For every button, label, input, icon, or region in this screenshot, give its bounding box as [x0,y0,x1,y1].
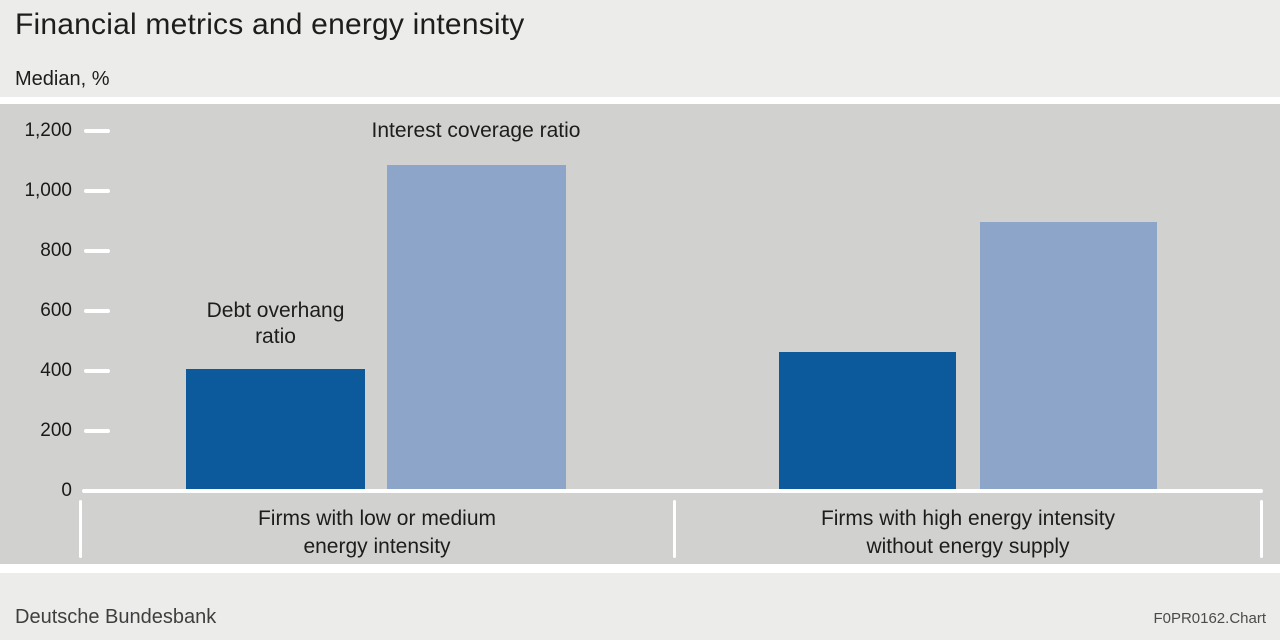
y-axis-tick-mark-1000 [84,189,110,193]
y-axis-tick-mark-600 [84,309,110,313]
category-label-high-energy: Firms with high energy intensity without… [718,505,1218,561]
bar-debt-overhang-ratio-group2 [779,352,956,489]
category-separator-middle [673,500,676,558]
chart-id-label: F0PR0162.Chart [1153,610,1266,627]
y-axis-tick-label-400: 400 [40,360,72,381]
y-axis-tick-label-1000: 1,000 [24,180,72,201]
y-axis-tick-label-800: 800 [40,240,72,261]
category-label-line: Firms with high energy intensity [820,507,1116,530]
series-label-debt-overhang-ratio: Debt overhang ratio [206,299,345,348]
plot-area: Interest coverage ratio Debt overhang ra… [0,104,1280,564]
series-label-interest-coverage-ratio: Interest coverage ratio [371,119,581,142]
category-separator-right [1260,500,1263,558]
y-axis-tick-label-600: 600 [40,300,72,321]
x-axis-baseline [82,489,1263,493]
category-separator-left [79,500,82,558]
source-label: Deutsche Bundesbank [15,606,217,628]
category-label-line: energy intensity [303,535,451,558]
y-axis-tick-label-1200: 1,200 [24,120,72,141]
category-label-line: Firms with low or medium [257,507,497,530]
y-axis-tick-label-200: 200 [40,420,72,441]
bar-interest-coverage-ratio-group1 [387,165,566,489]
chart-title: Financial metrics and energy intensity [15,8,525,41]
bar-interest-coverage-ratio-group2 [980,222,1157,489]
y-axis-tick-label-0: 0 [61,480,72,501]
y-axis-tick-mark-400 [84,369,110,373]
chart-footer: Deutsche Bundesbank F0PR0162.Chart [0,573,1280,640]
category-label-low-medium-energy: Firms with low or medium energy intensit… [127,505,627,561]
y-axis-tick-mark-1200 [84,129,110,133]
y-axis-tick-mark-200 [84,429,110,433]
chart-subtitle: Median, % [15,68,110,90]
category-label-line: without energy supply [866,535,1070,558]
chart-header: Financial metrics and energy intensity M… [0,0,1280,97]
y-axis-tick-mark-800 [84,249,110,253]
bar-debt-overhang-ratio-group1 [186,369,365,489]
